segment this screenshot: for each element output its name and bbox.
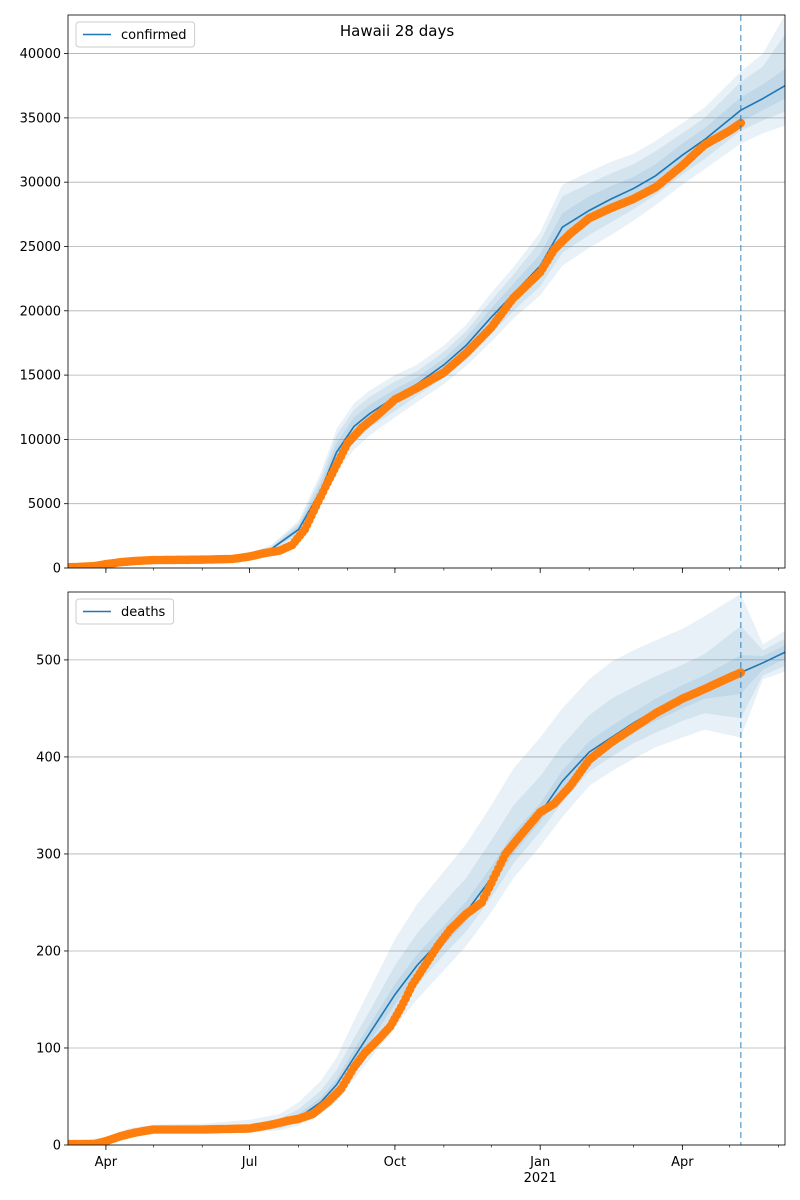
y-tick-label: 200 — [36, 944, 61, 959]
y-tick-label: 25000 — [20, 240, 61, 255]
y-tick-label: 5000 — [28, 497, 61, 512]
uncertainty-band — [68, 645, 785, 1145]
y-tick-label: 30000 — [20, 176, 61, 191]
model-line — [68, 85, 785, 568]
legend: deaths — [75, 598, 175, 625]
x-tick-label: Apr — [671, 1155, 694, 1170]
plot-area — [68, 15, 785, 568]
observed-point — [736, 118, 746, 128]
y-tick-label: 300 — [36, 847, 61, 862]
uncertainty-band — [68, 15, 785, 568]
x-tick-label: Jul — [241, 1155, 258, 1170]
y-tick-label: 40000 — [20, 47, 61, 62]
x-tick-label: Jan — [529, 1155, 550, 1170]
y-tick-label: 0 — [53, 1139, 61, 1154]
x-year-label: 2021 — [524, 1171, 557, 1186]
uncertainty-band — [68, 593, 785, 1145]
legend-box — [75, 21, 196, 48]
x-tick-label: Apr — [95, 1155, 118, 1170]
y-tick-label: 20000 — [20, 304, 61, 319]
confirmed-panel: 0 5000 10000 15000 20000 25000 30000 35000 40000… — [20, 14, 786, 577]
y-tick-label: 10000 — [20, 433, 61, 448]
axes-frame — [67, 14, 786, 569]
y-tick-label: 35000 — [20, 111, 61, 126]
legend-box — [75, 598, 175, 625]
y-tick-label: 0 — [53, 562, 61, 577]
y-tick-label: 400 — [36, 750, 61, 765]
uncertainty-band — [68, 34, 785, 568]
plot-area — [68, 593, 785, 1145]
y-tick-label: 100 — [36, 1041, 61, 1056]
y-tick-label: 15000 — [20, 369, 61, 384]
uncertainty-band — [68, 69, 785, 568]
legend-entry: confirmed — [121, 28, 187, 43]
legend-entry: deaths — [121, 605, 166, 620]
uncertainty-band — [68, 626, 785, 1145]
y-tick-label: 500 — [36, 653, 61, 668]
deaths-panel: 0 100 200 300 400 500 Apr Jul Oct Jan Apr 2021 death… — [36, 591, 786, 1186]
axes-frame — [67, 591, 786, 1146]
x-tick-label: Oct — [384, 1155, 406, 1170]
figure-title: Hawaii 28 days — [340, 22, 454, 40]
legend: confirmed — [75, 21, 196, 48]
